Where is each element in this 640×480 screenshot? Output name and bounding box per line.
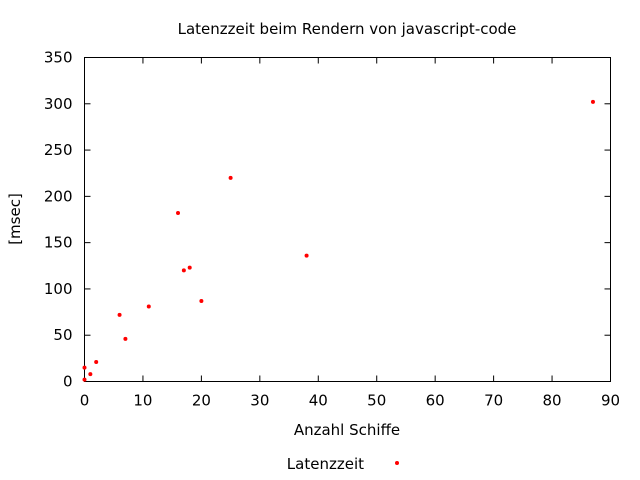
data-point <box>123 336 128 341</box>
legend: Latenzzeit <box>287 455 399 473</box>
x-tick-label: 70 <box>484 392 503 410</box>
x-tick-label: 20 <box>192 392 211 410</box>
y-tick-label: 0 <box>63 373 73 391</box>
data-point <box>181 268 186 273</box>
data-point <box>176 211 181 216</box>
data-point <box>590 99 595 104</box>
y-tick-label: 300 <box>44 95 73 113</box>
y-tick-label: 50 <box>53 326 72 344</box>
data-point <box>228 175 233 180</box>
y-tick-label: 100 <box>44 280 73 298</box>
data-points <box>82 99 595 382</box>
data-point <box>88 372 93 377</box>
y-tick-label: 350 <box>44 49 73 67</box>
x-tick-label: 30 <box>250 392 269 410</box>
y-tick-label: 250 <box>44 141 73 159</box>
data-point <box>146 304 151 309</box>
legend-marker <box>395 461 399 465</box>
data-point <box>94 360 99 365</box>
data-point <box>82 377 87 382</box>
data-point <box>199 298 204 303</box>
y-axis-label: [msec] <box>6 193 24 245</box>
x-tick-label: 80 <box>543 392 562 410</box>
y-tick-label: 200 <box>44 187 73 205</box>
plot-frame <box>84 57 611 382</box>
x-tick-label: 10 <box>133 392 152 410</box>
x-tick-label: 50 <box>367 392 386 410</box>
chart-title: Latenzzeit beim Rendern von javascript-c… <box>178 20 517 38</box>
x-tick-label: 60 <box>426 392 445 410</box>
x-tick-label: 40 <box>309 392 328 410</box>
x-axis-label: Anzahl Schiffe <box>294 421 400 439</box>
axes: 0 10 20 30 40 50 60 70 80 90 0 50 100 150 200 250 300 350 <box>44 49 620 410</box>
x-tick-label: 90 <box>601 392 620 410</box>
data-point <box>304 253 309 258</box>
x-tick-label: 0 <box>80 392 90 410</box>
data-point <box>117 312 122 317</box>
y-tick-label: 150 <box>44 234 73 252</box>
legend-label: Latenzzeit <box>287 455 364 473</box>
data-point <box>187 265 192 270</box>
data-point <box>82 365 87 370</box>
